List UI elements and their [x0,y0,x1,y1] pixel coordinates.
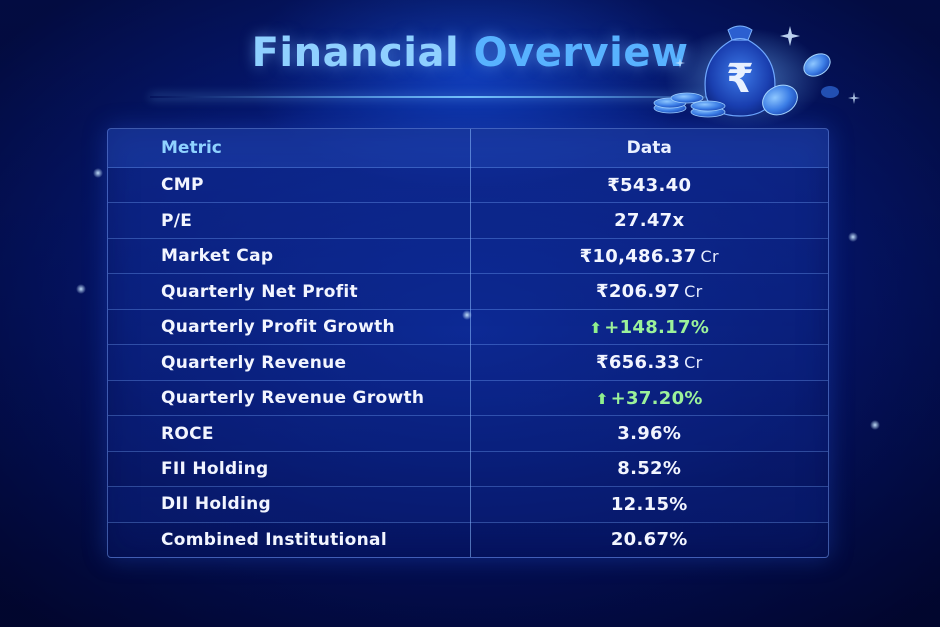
metric-cell: CMP [108,167,471,204]
table-row: Market Cap ₹10,486.37 Cr [108,238,828,275]
table-header-row: Metric Data [108,129,828,168]
metric-cell: Market Cap [108,238,471,275]
value-cell: 12.15% [470,486,828,523]
title-underline [150,96,790,98]
title-word-2: Overview [473,30,689,76]
metric-cell: DII Holding [108,486,471,523]
value-text: 3.96% [617,423,682,445]
metric-cell: Quarterly Profit Growth [108,309,471,346]
sparkle-decoration [462,310,472,320]
up-arrow-icon: ⬆ [595,389,609,408]
title-word-1: Financial [251,30,460,76]
rupee-icon: ₹ [726,56,754,102]
value-cell: 8.52% [470,451,828,488]
sparkle-decoration [848,232,858,242]
value-text: +37.20% [610,387,703,409]
table-row: Combined Institutional 20.67% [108,522,828,557]
table-row: DII Holding 12.15% [108,486,828,523]
metric-cell: Quarterly Revenue [108,344,471,381]
value-cell: ₹656.33 Cr [470,344,828,381]
column-header-metric: Metric [108,129,471,168]
metric-cell: Combined Institutional [108,522,471,557]
metric-cell: FII Holding [108,451,471,488]
metric-cell: ROCE [108,415,471,452]
value-cell: ₹543.40 [470,167,828,204]
up-arrow-icon: ⬆ [589,318,603,337]
table-row: Quarterly Profit Growth ⬆ +148.17% [108,309,828,346]
value-text: ₹206.97 [596,281,681,303]
unit-text: Cr [684,282,703,302]
table-row: FII Holding 8.52% [108,451,828,488]
financial-table: Metric Data CMP ₹543.40 P/E 27.47x Marke… [108,129,828,557]
value-text: ₹656.33 [596,352,681,374]
table-row: P/E 27.47x [108,202,828,239]
table-row: ROCE 3.96% [108,415,828,452]
money-bag-icon: ₹ [653,25,860,128]
value-cell: 3.96% [470,415,828,452]
unit-text: Cr [684,353,703,373]
column-header-data: Data [470,129,828,168]
value-cell: ₹206.97 Cr [470,273,828,310]
table-row: CMP ₹543.40 [108,167,828,204]
value-text: 20.67% [610,529,688,551]
value-cell: 20.67% [470,522,828,557]
metric-cell: P/E [108,202,471,239]
value-cell: 27.47x [470,202,828,239]
value-text: 8.52% [617,458,682,480]
table-row: Quarterly Revenue ₹656.33 Cr [108,344,828,381]
table-row: Quarterly Revenue Growth ⬆ +37.20% [108,380,828,417]
value-cell: ⬆ +37.20% [470,380,828,417]
table-row: Quarterly Net Profit ₹206.97 Cr [108,273,828,310]
value-cell: ₹10,486.37 Cr [470,238,828,275]
metric-cell: Quarterly Revenue Growth [108,380,471,417]
value-text: ₹10,486.37 [579,245,697,267]
value-text: 27.47x [614,210,685,232]
page-title: Financial Overview [0,30,940,76]
value-text: ₹543.40 [607,174,692,196]
value-text: +148.17% [604,316,710,338]
sparkle-decoration [870,420,880,430]
financial-table-panel: Metric Data CMP ₹543.40 P/E 27.47x Marke… [107,128,829,558]
sparkle-decoration [76,284,86,294]
value-cell: ⬆ +148.17% [470,309,828,346]
metric-cell: Quarterly Net Profit [108,273,471,310]
unit-text: Cr [700,246,719,266]
value-text: 12.15% [610,493,688,515]
sparkle-decoration [93,168,103,178]
